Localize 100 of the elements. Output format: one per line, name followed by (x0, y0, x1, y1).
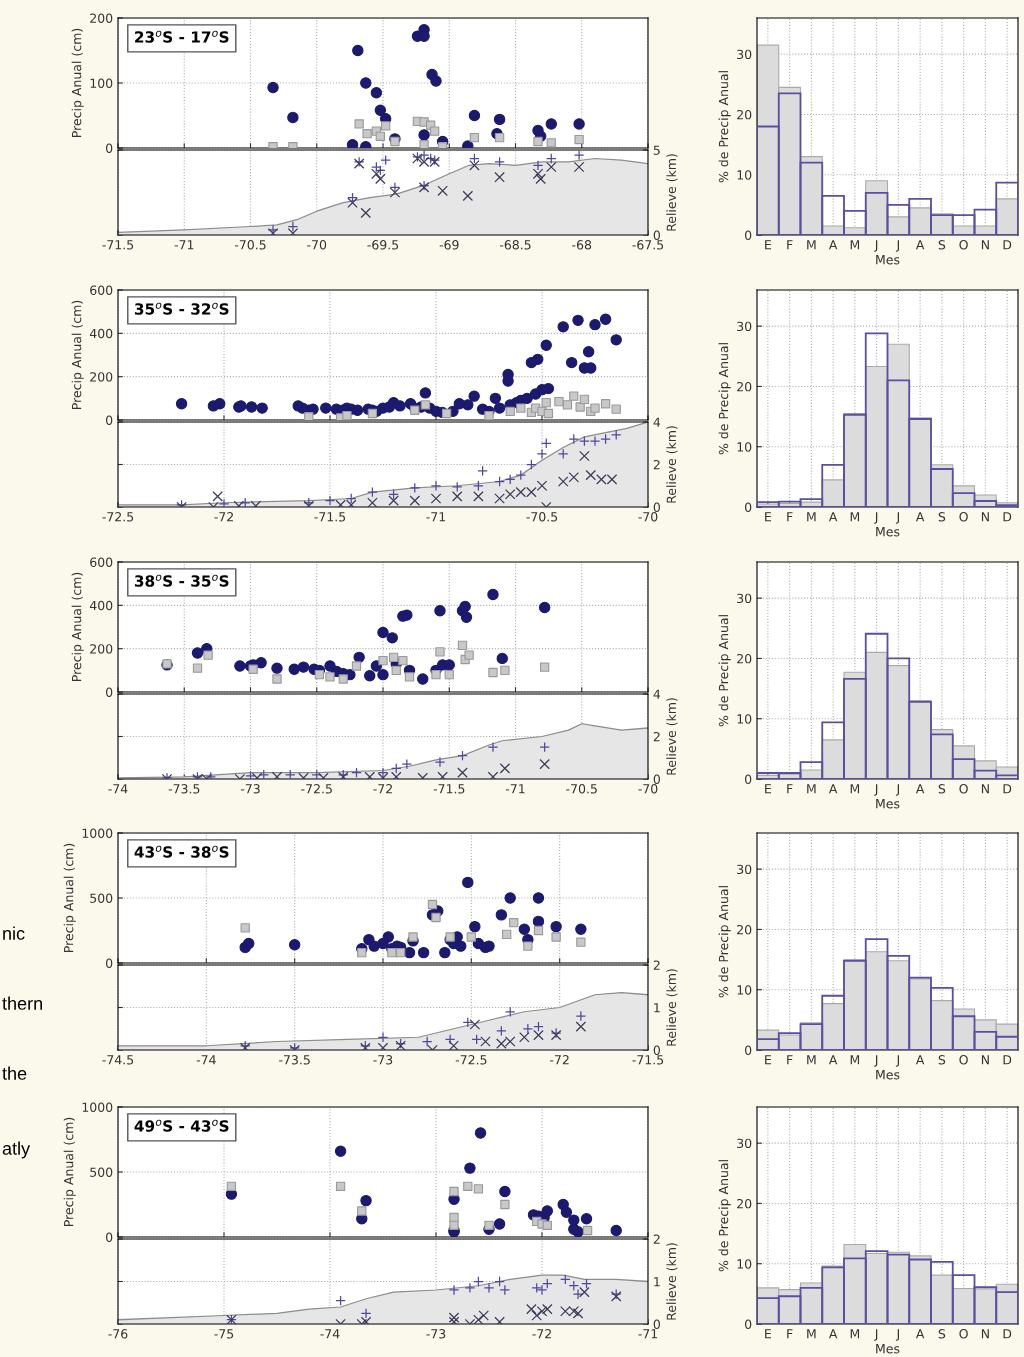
x-tick-label: N (981, 1055, 989, 1065)
x-tick-label: D (1003, 512, 1012, 522)
x-tick-label: J (874, 784, 878, 796)
x-tick-label: J (874, 1055, 878, 1067)
x-tick-label: D (1003, 240, 1012, 250)
y-tick-label: 30 (737, 321, 752, 332)
y-tick-label: 10 (737, 985, 752, 995)
y-tick-label: 200 (90, 13, 113, 23)
x-tick-label: -73 (426, 1329, 446, 1339)
x-tick-label: S (938, 1329, 946, 1339)
x-tick-label: J (895, 1055, 899, 1067)
y-axis-title: Precip Anual (cm) (71, 572, 84, 681)
x-axis-title: Mes (876, 1070, 900, 1080)
y-axis-title: % de Precip Anual (718, 886, 731, 998)
x-tick-label: J (895, 512, 899, 524)
x-tick-label: O (959, 512, 968, 522)
x-tick-label: -69 (439, 240, 459, 250)
x-tick-label: A (915, 1329, 925, 1339)
x-tick-label: -72.5 (102, 512, 134, 522)
y-axis-title: % de Precip Anual (718, 615, 731, 727)
x-tick-label: -74 (108, 784, 128, 794)
y-axis-title: % de Precip Anual (718, 343, 731, 455)
y-tick-label: 0 (745, 1045, 752, 1055)
x-tick-label: -74 (196, 1055, 216, 1065)
x-tick-label: M (850, 240, 860, 250)
x-tick-label: -71.5 (314, 512, 346, 522)
y-tick-label: 0 (106, 1232, 113, 1242)
x-tick-label: -70 (638, 784, 658, 794)
y-tick-label: 0 (106, 687, 113, 697)
x-tick-label: -70.5 (234, 240, 266, 250)
y-axis-title: Precip Anual (cm) (63, 843, 76, 952)
x-axis-title: Mes (876, 527, 900, 537)
y-tick-label: 0 (653, 230, 660, 240)
y-tick-label: 1000 (82, 828, 113, 838)
x-tick-label: -72 (214, 512, 233, 522)
x-tick-label: M (807, 1055, 816, 1065)
x-tick-label: S (938, 784, 946, 794)
y-tick-label: 20 (737, 1198, 752, 1209)
x-tick-label: -73 (240, 784, 260, 794)
y-tick-label: 0 (653, 1319, 660, 1329)
x-tick-label: S (938, 1055, 946, 1065)
text: the (2, 1066, 27, 1080)
x-tick-label: D (1003, 784, 1012, 794)
x-tick-label: M (850, 784, 860, 794)
x-tick-label: J (895, 784, 899, 796)
x-tick-label: F (787, 512, 793, 522)
x-tick-label: O (959, 1055, 968, 1065)
x-tick-label: S (938, 240, 946, 250)
x-tick-label: J (874, 1329, 878, 1341)
x-tick-label: A (828, 1329, 838, 1339)
y-tick-label: 500 (90, 893, 113, 903)
y-tick-label: 2 (653, 960, 660, 970)
x-tick-label: -72.5 (455, 1055, 487, 1065)
x-tick-label: -75 (214, 1329, 234, 1339)
x-tick-label: -72 (373, 784, 392, 794)
x-tick-label: A (915, 1055, 925, 1065)
x-tick-label: -71 (174, 240, 194, 250)
x-tick-label: O (959, 784, 968, 794)
y-tick-label: 2 (653, 459, 660, 470)
x-tick-label: -68.5 (499, 240, 531, 250)
y-tick-label: 500 (90, 1167, 113, 1177)
y-axis-title: % de Precip Anual (718, 71, 731, 183)
x-tick-label: E (765, 1329, 772, 1339)
y-tick-label: 20 (737, 109, 752, 120)
x-tick-label: -68 (572, 240, 592, 250)
x-tick-label: -74 (320, 1329, 340, 1339)
x-tick-label: J (874, 512, 878, 524)
x-tick-label: S (938, 512, 946, 522)
x-tick-label: -69.5 (367, 240, 399, 250)
x-tick-label: F (787, 1329, 793, 1339)
x-tick-label: A (828, 240, 838, 250)
y-tick-label: 200 (90, 372, 113, 382)
x-tick-label: M (807, 784, 816, 794)
y-tick-label: 2 (653, 731, 660, 742)
y-tick-label: 0 (745, 774, 752, 784)
text: atly (2, 1141, 31, 1159)
x-tick-label: E (765, 1055, 772, 1065)
y-tick-label: 20 (737, 381, 752, 392)
y-tick-label: 1 (654, 1277, 660, 1287)
x-tick-label: N (981, 784, 989, 794)
x-tick-label: M (850, 1055, 860, 1065)
x-tick-label: A (828, 1055, 838, 1065)
x-tick-label: E (765, 240, 772, 250)
y-tick-label: 400 (89, 600, 113, 611)
x-tick-label: F (787, 1055, 793, 1065)
text: 35$^{o}$S - 32$^{o}$S (134, 302, 229, 315)
x-tick-label: A (915, 240, 925, 250)
x-tick-label: O (959, 240, 968, 250)
x-tick-label: M (807, 1329, 816, 1339)
y-tick-label: 10 (737, 1259, 752, 1269)
text: 43$^{o}$S - 38$^{o}$S (134, 845, 229, 858)
y-tick-label: 5 (653, 145, 660, 155)
y-tick-label: 4 (653, 689, 661, 699)
y-tick-label: 100 (90, 78, 113, 88)
x-tick-label: -72 (532, 1329, 551, 1339)
x-tick-label: N (981, 512, 989, 522)
x-tick-label: -71 (638, 1329, 658, 1339)
x-tick-label: E (765, 512, 772, 522)
y-tick-label: 30 (737, 864, 752, 875)
y-tick-label: 2 (653, 1234, 660, 1244)
